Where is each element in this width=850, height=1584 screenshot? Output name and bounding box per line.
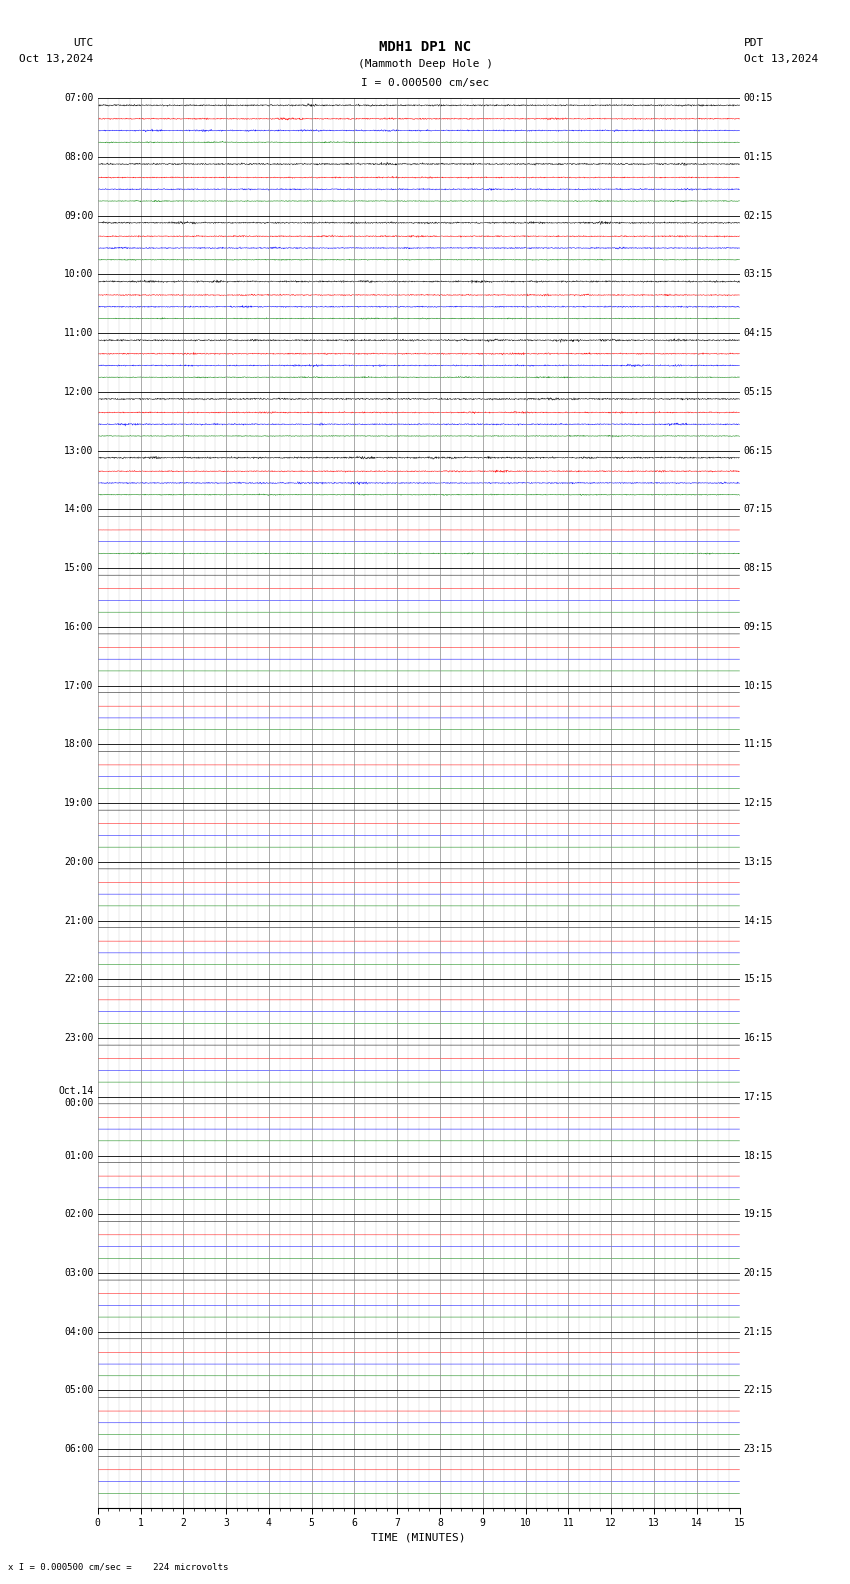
Text: 14:00: 14:00 — [64, 504, 94, 515]
Text: MDH1 DP1 NC: MDH1 DP1 NC — [379, 40, 471, 54]
Text: 10:00: 10:00 — [64, 269, 94, 279]
Text: 06:00: 06:00 — [64, 1445, 94, 1454]
Text: 13:00: 13:00 — [64, 445, 94, 456]
Text: UTC: UTC — [73, 38, 94, 48]
Text: 15:15: 15:15 — [744, 974, 774, 984]
Text: Oct 13,2024: Oct 13,2024 — [20, 54, 93, 63]
Text: x I = 0.000500 cm/sec =    224 microvolts: x I = 0.000500 cm/sec = 224 microvolts — [8, 1562, 229, 1571]
Text: 02:15: 02:15 — [744, 211, 774, 220]
Text: 04:15: 04:15 — [744, 328, 774, 337]
Text: (Mammoth Deep Hole ): (Mammoth Deep Hole ) — [358, 59, 492, 68]
Text: 12:00: 12:00 — [64, 386, 94, 398]
Text: 22:00: 22:00 — [64, 974, 94, 984]
Text: 01:15: 01:15 — [744, 152, 774, 162]
Text: 06:15: 06:15 — [744, 445, 774, 456]
Text: 21:00: 21:00 — [64, 916, 94, 925]
Text: 17:00: 17:00 — [64, 681, 94, 691]
Text: 09:15: 09:15 — [744, 623, 774, 632]
Text: 16:00: 16:00 — [64, 623, 94, 632]
Text: 16:15: 16:15 — [744, 1033, 774, 1042]
Text: 18:15: 18:15 — [744, 1150, 774, 1161]
Text: 02:00: 02:00 — [64, 1209, 94, 1220]
Text: Oct 13,2024: Oct 13,2024 — [744, 54, 818, 63]
Text: 22:15: 22:15 — [744, 1386, 774, 1396]
Text: 20:00: 20:00 — [64, 857, 94, 866]
Text: 12:15: 12:15 — [744, 798, 774, 808]
Text: 11:00: 11:00 — [64, 328, 94, 337]
Text: 23:00: 23:00 — [64, 1033, 94, 1042]
Text: 05:15: 05:15 — [744, 386, 774, 398]
Text: 11:15: 11:15 — [744, 740, 774, 749]
Text: 01:00: 01:00 — [64, 1150, 94, 1161]
Text: 10:15: 10:15 — [744, 681, 774, 691]
Text: 13:15: 13:15 — [744, 857, 774, 866]
Text: 23:15: 23:15 — [744, 1445, 774, 1454]
Text: 20:15: 20:15 — [744, 1269, 774, 1278]
X-axis label: TIME (MINUTES): TIME (MINUTES) — [371, 1533, 466, 1543]
Text: 09:00: 09:00 — [64, 211, 94, 220]
Text: 03:00: 03:00 — [64, 1269, 94, 1278]
Text: 08:00: 08:00 — [64, 152, 94, 162]
Text: Oct.14
00:00: Oct.14 00:00 — [59, 1087, 94, 1107]
Text: 15:00: 15:00 — [64, 564, 94, 573]
Text: 07:00: 07:00 — [64, 93, 94, 103]
Text: 14:15: 14:15 — [744, 916, 774, 925]
Text: 07:15: 07:15 — [744, 504, 774, 515]
Text: 03:15: 03:15 — [744, 269, 774, 279]
Text: 00:15: 00:15 — [744, 93, 774, 103]
Text: 08:15: 08:15 — [744, 564, 774, 573]
Text: 04:00: 04:00 — [64, 1327, 94, 1337]
Text: I = 0.000500 cm/sec: I = 0.000500 cm/sec — [361, 78, 489, 87]
Text: 05:00: 05:00 — [64, 1386, 94, 1396]
Text: 19:15: 19:15 — [744, 1209, 774, 1220]
Text: 21:15: 21:15 — [744, 1327, 774, 1337]
Text: 18:00: 18:00 — [64, 740, 94, 749]
Text: 19:00: 19:00 — [64, 798, 94, 808]
Text: 17:15: 17:15 — [744, 1091, 774, 1102]
Text: PDT: PDT — [744, 38, 764, 48]
